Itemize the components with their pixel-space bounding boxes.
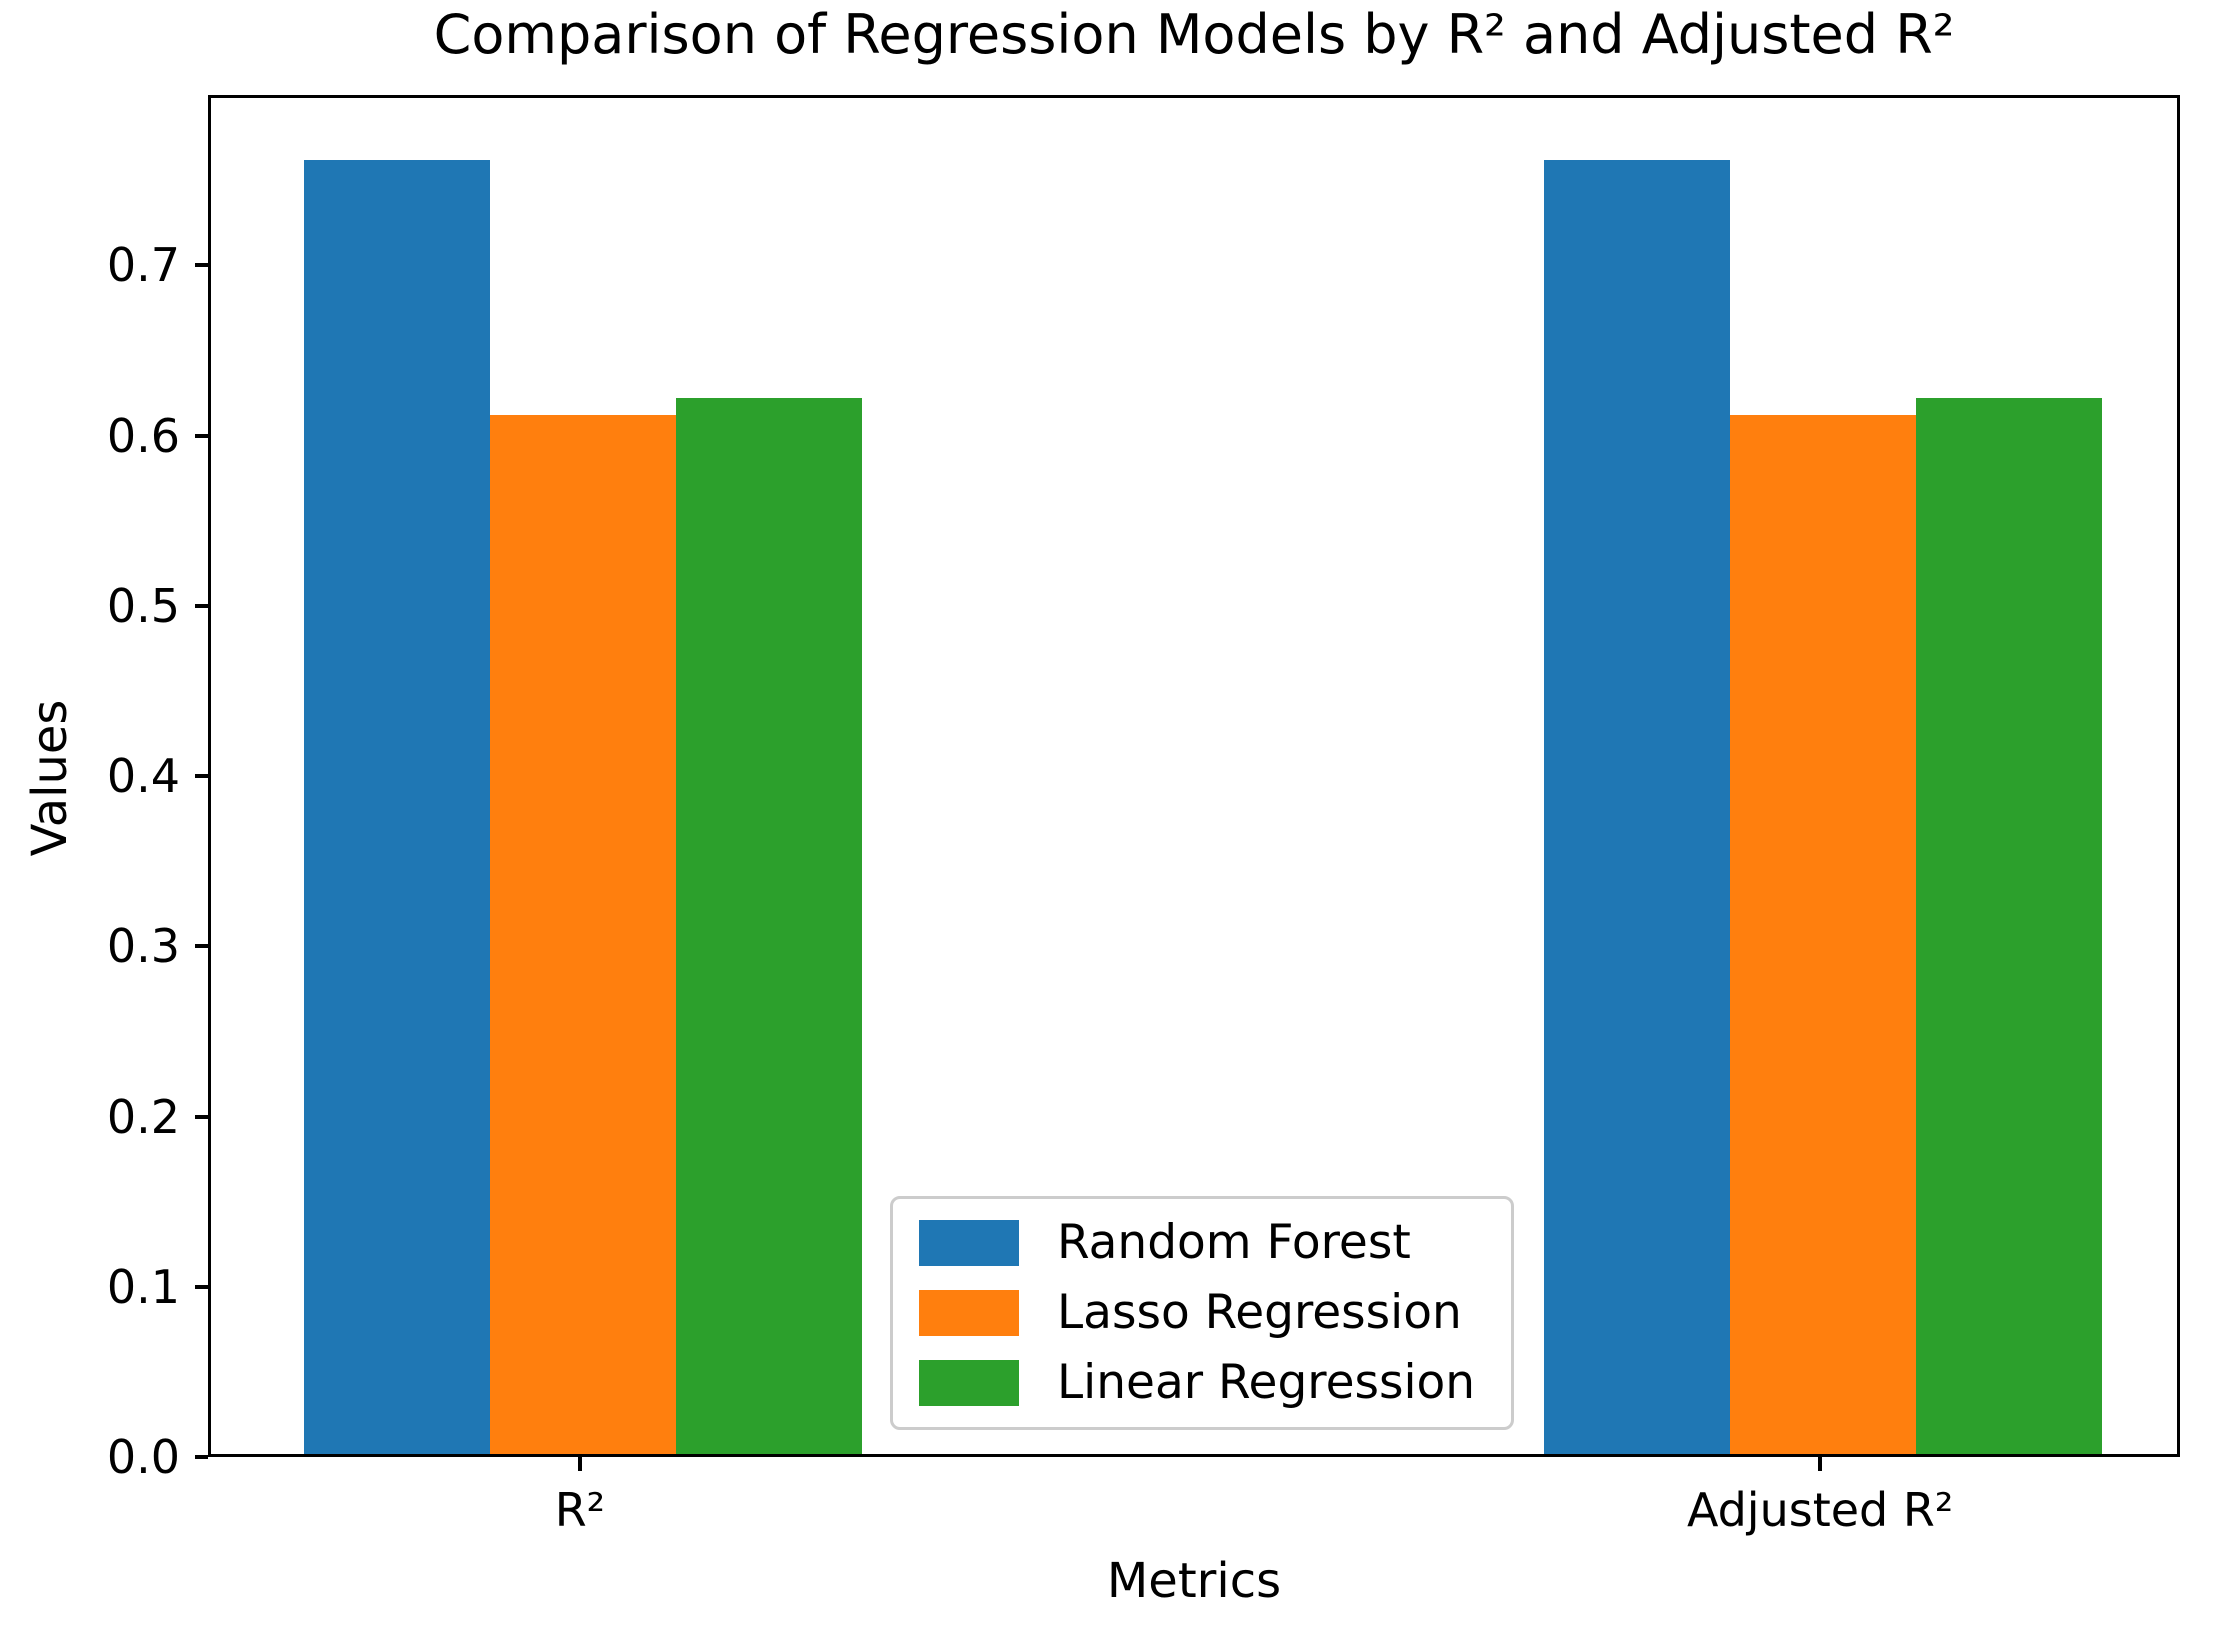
legend-label: Lasso Regression — [1057, 1285, 1462, 1340]
x-tick-mark — [577, 1457, 582, 1471]
y-tick-label: 0.7 — [106, 238, 180, 293]
y-tick-mark — [195, 1114, 208, 1119]
y-tick-label: 0.4 — [106, 749, 180, 803]
plot-area — [208, 95, 2180, 1457]
x-tick-label: Adjusted R² — [1686, 1483, 1954, 1537]
x-axis-label: Metrics — [1106, 1553, 1282, 1609]
y-tick-label: 0.1 — [106, 1259, 180, 1314]
y-tick-label: 0.3 — [106, 919, 180, 974]
y-tick-mark — [195, 433, 208, 438]
bar — [1916, 398, 2103, 1454]
y-tick-mark — [195, 774, 208, 778]
bar — [675, 398, 862, 1454]
legend-item: Lasso Regression — [919, 1287, 1511, 1339]
x-tick-mark — [1818, 1457, 1823, 1471]
legend-swatch-icon — [919, 1290, 1019, 1336]
y-tick-mark — [195, 944, 208, 949]
legend-label: Random Forest — [1057, 1215, 1411, 1270]
y-tick-mark — [195, 263, 208, 268]
legend-swatch-icon — [919, 1360, 1019, 1406]
bar — [1730, 415, 1917, 1454]
y-tick-label: 0.2 — [106, 1089, 180, 1144]
x-tick-label: R² — [554, 1483, 606, 1537]
legend-swatch-icon — [919, 1220, 1019, 1266]
legend: Random Forest Lasso Regression Linear Regr… — [890, 1196, 1514, 1430]
y-tick-label: 0.5 — [106, 578, 180, 633]
chart-title: Comparison of Regression Models by R² an… — [433, 3, 1955, 66]
y-tick-label: 0.6 — [106, 408, 180, 463]
legend-item: Linear Regression — [919, 1357, 1511, 1409]
y-tick-label: 0.0 — [106, 1430, 180, 1484]
y-tick-mark — [195, 1284, 208, 1289]
legend-label: Linear Regression — [1057, 1355, 1476, 1410]
bar — [489, 415, 676, 1454]
bar — [1544, 160, 1731, 1454]
y-tick-mark — [195, 1455, 208, 1459]
bar — [303, 160, 490, 1454]
legend-item: Random Forest — [919, 1217, 1511, 1269]
y-tick-mark — [195, 603, 208, 608]
